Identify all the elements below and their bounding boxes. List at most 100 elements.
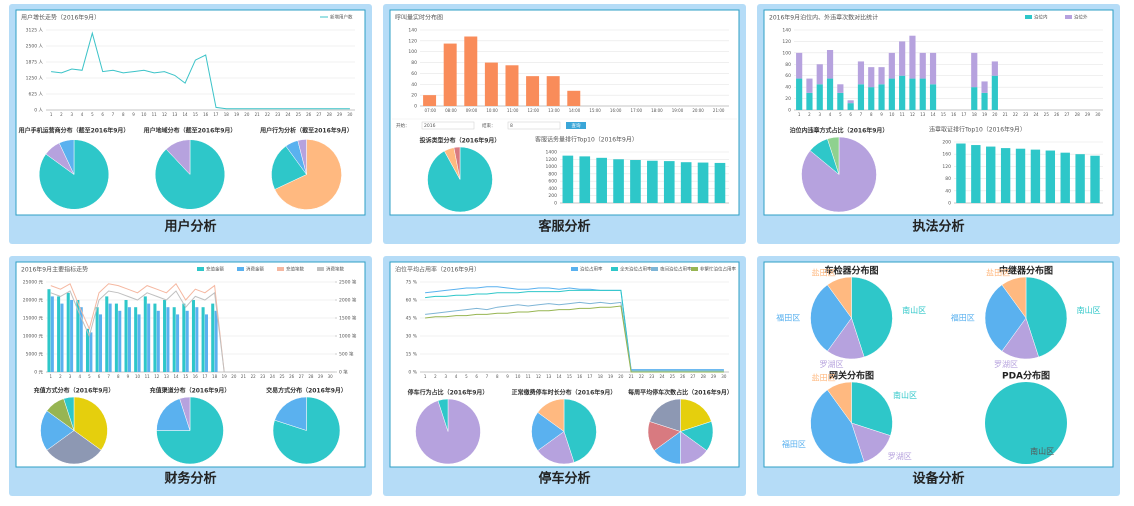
y-tick-label: 20000 元 xyxy=(23,298,44,304)
x-tick-label: 20 xyxy=(244,112,250,117)
x-tick-label: 26 xyxy=(289,374,295,379)
x-tick-label: 24 xyxy=(270,374,276,379)
x-tick-label: 28 xyxy=(701,374,707,379)
x-tick-label: 21 xyxy=(241,374,247,379)
bar xyxy=(991,75,998,110)
legend-label: 泊位外 xyxy=(1074,14,1088,21)
bar xyxy=(613,159,624,203)
x-tick-label: 15:00 xyxy=(589,108,601,113)
x-tick-label: 15 xyxy=(183,374,189,379)
bar xyxy=(182,303,186,372)
bar xyxy=(929,52,937,85)
bar xyxy=(647,160,658,203)
pie-slice xyxy=(985,382,1067,464)
x-tick-label: 28 xyxy=(327,112,333,117)
bar xyxy=(1045,150,1056,203)
bar xyxy=(847,100,854,104)
bar xyxy=(95,307,99,372)
x-tick-label: 2 xyxy=(60,112,63,117)
x-tick-label: 07:00 xyxy=(425,108,437,113)
panel-label[interactable]: 用户分析 xyxy=(163,219,216,235)
pie-slice xyxy=(810,284,852,352)
legend-swatch xyxy=(571,267,578,271)
x-tick-label: 19 xyxy=(982,112,988,117)
x-tick-label: 8 xyxy=(117,374,120,379)
pie-slice xyxy=(297,139,307,175)
pie-slice xyxy=(680,398,712,432)
x-tick-label: 12 xyxy=(154,374,160,379)
x-tick-label: 16 xyxy=(193,374,199,379)
bar xyxy=(806,92,813,110)
legend-label: 全天泊位占用率 xyxy=(620,266,652,273)
x-tick-label: 29 xyxy=(337,112,343,117)
x-tick-label: 13 xyxy=(172,112,178,117)
x-tick-label: 23 xyxy=(649,374,655,379)
bar xyxy=(899,41,906,76)
pie-slice xyxy=(851,276,893,358)
panel-label[interactable]: 客服分析 xyxy=(538,219,590,235)
y-tick-label: 30 % xyxy=(406,334,418,340)
bar xyxy=(176,314,180,372)
pie-label: 罗湖区 xyxy=(888,452,912,461)
bar xyxy=(156,310,160,372)
y-tick-label: 80 xyxy=(945,176,951,182)
bar xyxy=(1030,149,1041,203)
x-tick-label: 7 xyxy=(112,112,115,117)
bar xyxy=(1060,152,1070,203)
pie-slice xyxy=(437,398,449,432)
panel-label[interactable]: 设备分析 xyxy=(912,471,964,487)
bar xyxy=(443,43,457,106)
filter-select[interactable] xyxy=(507,121,561,130)
legend-swatch xyxy=(197,267,204,271)
x-tick-label: 10 xyxy=(515,374,521,379)
x-tick-label: 28 xyxy=(308,374,314,379)
bar xyxy=(526,76,540,106)
bar xyxy=(847,103,854,110)
bar xyxy=(204,314,208,372)
panel-label[interactable]: 执法分析 xyxy=(912,219,964,235)
pie-slice xyxy=(1001,276,1027,319)
legend-label: 泊位内 xyxy=(1034,14,1048,21)
chart-title: 泊位平均占用率（2016年9月） xyxy=(395,266,480,274)
chart-title: 正常缴费停车时长分布（2016年9月） xyxy=(512,389,617,397)
bar xyxy=(201,307,205,372)
x-tick-label: 8 xyxy=(122,112,125,117)
y-tick-label: 60 % xyxy=(406,298,418,304)
bar xyxy=(143,296,147,372)
bar xyxy=(484,62,498,106)
pie-label: 南山区 xyxy=(1077,305,1101,315)
bar xyxy=(837,92,844,110)
pie-slice xyxy=(531,412,565,451)
x-tick-label: 23 xyxy=(1023,112,1029,117)
y-tick-label: 25000 元 xyxy=(23,280,44,286)
panel-label[interactable]: 停车分析 xyxy=(538,471,590,487)
bar xyxy=(826,78,834,110)
bar xyxy=(596,157,607,203)
bar xyxy=(505,65,519,106)
chart-title: 呼叫量实时分布图 xyxy=(395,14,443,22)
query-button[interactable] xyxy=(566,122,586,129)
pie-slice xyxy=(453,146,461,180)
legend-label: 新增用户数 xyxy=(330,14,353,21)
bar xyxy=(981,81,988,93)
panel-label[interactable]: 财务分析 xyxy=(164,471,216,487)
y-tick-label: 80 xyxy=(785,62,791,68)
pie-slice xyxy=(271,145,307,190)
filter-select[interactable] xyxy=(421,121,475,130)
bar xyxy=(796,52,803,79)
y2-tick-label: 500 笔 xyxy=(339,351,354,358)
bar xyxy=(868,67,875,88)
legend-swatch xyxy=(651,267,658,271)
pie-slice xyxy=(40,410,75,451)
pie-slice xyxy=(58,139,75,175)
y-tick-label: 40 xyxy=(945,188,951,194)
y2-tick-label: 2500 笔 xyxy=(339,279,357,286)
x-tick-label: 16:00 xyxy=(610,108,622,113)
bar xyxy=(76,300,80,372)
chart-title: 充值方式分布（2016年9月） xyxy=(34,387,115,395)
x-tick-label: 15 xyxy=(193,112,199,117)
legend-swatch xyxy=(1025,15,1032,19)
x-tick-label: 17 xyxy=(213,112,219,117)
y-tick-label: 0 人 xyxy=(34,108,43,114)
bar xyxy=(579,156,591,203)
